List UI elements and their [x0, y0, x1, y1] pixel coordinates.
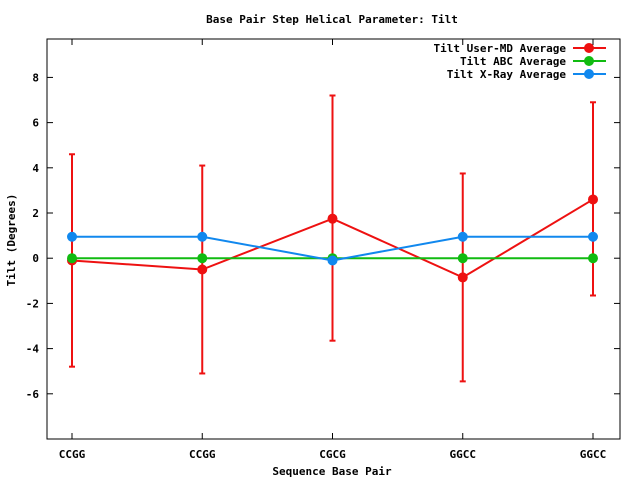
legend-label: Tilt User-MD Average	[434, 42, 567, 55]
x-tick-label: GGCC	[450, 448, 477, 461]
y-tick-label: 4	[32, 162, 39, 175]
x-tick-label: CGCG	[319, 448, 346, 461]
y-tick-label: 8	[32, 71, 39, 84]
data-point	[197, 231, 208, 242]
x-tick-label: CCGG	[59, 448, 86, 461]
legend-swatch-marker	[584, 56, 594, 66]
data-point	[457, 253, 468, 264]
y-tick-label: 0	[32, 252, 39, 265]
data-point	[457, 231, 468, 242]
series-2	[67, 231, 598, 266]
data-point	[327, 255, 338, 266]
y-axis: -6 -4 -2 0 2 4 6 8	[26, 71, 620, 401]
y-axis-label: Tilt (Degrees)	[5, 194, 18, 287]
series-0	[67, 94, 598, 383]
legend-label: Tilt X-Ray Average	[447, 68, 567, 81]
data-point	[67, 253, 77, 264]
data-point	[588, 253, 598, 264]
x-tick-label: GGCC	[580, 448, 607, 461]
x-axis: CCGG CCGG CGCG GGCC GGCC	[59, 39, 607, 461]
data-point	[588, 194, 598, 205]
y-tick-label: -4	[26, 343, 40, 356]
data-point	[588, 231, 598, 242]
chart-title: Base Pair Step Helical Parameter: Tilt	[206, 13, 458, 26]
data-point	[457, 272, 468, 283]
data-point	[67, 231, 77, 242]
legend-swatch-marker	[584, 43, 594, 53]
y-tick-label: 6	[32, 117, 39, 130]
data-point	[327, 213, 338, 224]
y-tick-label: -2	[26, 297, 39, 310]
plot-frame	[46, 38, 621, 440]
x-axis-label: Sequence Base Pair	[272, 465, 392, 478]
y-tick-label: -6	[26, 388, 40, 401]
legend-label: Tilt ABC Average	[460, 55, 566, 68]
data-point	[197, 253, 208, 264]
data-point	[197, 264, 208, 275]
y-tick-label: 2	[32, 207, 39, 220]
legend-swatch-marker	[584, 69, 594, 79]
series-layer	[67, 94, 598, 383]
x-tick-label: CCGG	[189, 448, 216, 461]
